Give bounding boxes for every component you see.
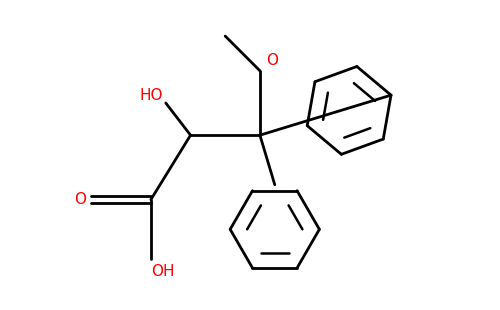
Text: O: O [266,53,278,68]
Text: HO: HO [140,88,164,103]
Text: O: O [74,192,86,207]
Text: OH: OH [151,264,174,279]
